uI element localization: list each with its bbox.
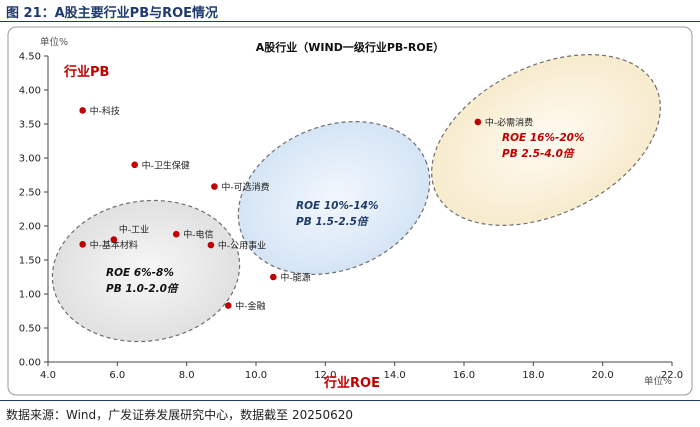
data-point bbox=[79, 241, 86, 248]
data-point bbox=[474, 118, 482, 126]
point-label: 中-基本材料 bbox=[90, 239, 138, 251]
cluster-group: ROE 6%-8% PB 1.0-2.0倍 ROE 10%-14% PB 1.5-2.… bbox=[51, 54, 661, 343]
data-point bbox=[207, 241, 215, 249]
y-tick-group: 0.00 0.50 1.00 1.50 2.00 2.50 3.00 3.50 4.00 4.50 bbox=[19, 52, 48, 369]
y-tick-label: 2.50 bbox=[19, 188, 41, 199]
point-label: 中-科技 bbox=[90, 105, 120, 117]
x-tick-label: 4.0 bbox=[40, 370, 56, 381]
x-tick-label: 18.0 bbox=[522, 370, 544, 381]
y-tick-label: 4.00 bbox=[19, 86, 41, 97]
x-tick-label: 20.0 bbox=[592, 370, 614, 381]
point-label: 中-金融 bbox=[235, 300, 265, 312]
y-tick-label: 0.00 bbox=[19, 358, 41, 369]
data-point bbox=[270, 273, 277, 281]
x-tick-label: 10.0 bbox=[245, 370, 267, 381]
data-point bbox=[110, 236, 118, 243]
cluster-high-pb-text: PB 2.5-4.0倍 bbox=[502, 147, 575, 160]
cluster-low-ellipse bbox=[51, 199, 241, 343]
figure-title: 图 21：A股主要行业PB与ROE情况 bbox=[6, 6, 219, 21]
source-note: 数据来源：Wind，广发证券发展研究中心，数据截至 20250620 bbox=[6, 408, 354, 422]
y-tick-label: 2.00 bbox=[19, 222, 41, 233]
data-point bbox=[224, 302, 232, 309]
cluster-mid-ellipse bbox=[237, 121, 431, 275]
x-tick-label: 12.0 bbox=[314, 370, 336, 381]
x-tick-label: 6.0 bbox=[109, 370, 125, 381]
y-axis-title: 行业PB bbox=[63, 64, 109, 80]
x-axis-title: 行业ROE bbox=[323, 375, 380, 391]
x-unit-label: 单位% bbox=[644, 375, 672, 387]
y-tick-label: 0.50 bbox=[19, 324, 41, 335]
figure-header: 图 21：A股主要行业PB与ROE情况 bbox=[0, 0, 700, 22]
y-tick-label: 1.50 bbox=[19, 256, 41, 267]
point-label: 中-可选消费 bbox=[221, 181, 269, 193]
pb-roe-scatter-chart: A股行业（WIND一级行业PB-ROE） 单位% 行业PB ROE 6%-8% P… bbox=[7, 26, 693, 396]
data-point bbox=[79, 107, 86, 114]
point-label: 中-公用事业 bbox=[218, 240, 266, 252]
cluster-low-pb-text: PB 1.0-2.0倍 bbox=[106, 282, 179, 295]
x-tick-label: 8.0 bbox=[179, 370, 195, 381]
point-label: 中-电信 bbox=[183, 229, 213, 241]
source-rule bbox=[0, 400, 700, 401]
y-tick-label: 3.50 bbox=[19, 120, 41, 131]
point-label: 中-卫生保健 bbox=[142, 159, 190, 171]
y-tick-label: 3.00 bbox=[19, 154, 41, 165]
point-label: 中-工业 bbox=[119, 224, 149, 236]
cluster-mid-roe-text: ROE 10%-14% bbox=[296, 200, 378, 212]
x-tick-group: 4.0 6.0 8.0 10.0 12.0 14.0 16.0 18.0 20.0 22.0 bbox=[40, 362, 683, 381]
x-tick-label: 22.0 bbox=[661, 370, 683, 381]
data-point bbox=[131, 161, 138, 169]
cluster-mid-pb-text: PB 1.5-2.5倍 bbox=[296, 215, 369, 228]
y-tick-label: 1.00 bbox=[19, 290, 41, 301]
data-point bbox=[172, 230, 180, 238]
cluster-high-ellipse bbox=[431, 54, 661, 226]
point-label: 中-能源 bbox=[280, 272, 310, 284]
cluster-high-roe-text: ROE 16%-20% bbox=[502, 132, 584, 144]
x-tick-label: 14.0 bbox=[384, 370, 406, 381]
chart-title: A股行业（WIND一级行业PB-ROE） bbox=[256, 40, 444, 54]
header-rule bbox=[0, 21, 700, 22]
cluster-low-roe-text: ROE 6%-8% bbox=[106, 267, 174, 279]
x-tick-label: 16.0 bbox=[453, 370, 475, 381]
data-point bbox=[211, 183, 218, 190]
y-unit-label: 单位% bbox=[40, 36, 68, 48]
point-label: 中-必需消费 bbox=[485, 116, 533, 128]
y-tick-label: 4.50 bbox=[19, 52, 41, 63]
